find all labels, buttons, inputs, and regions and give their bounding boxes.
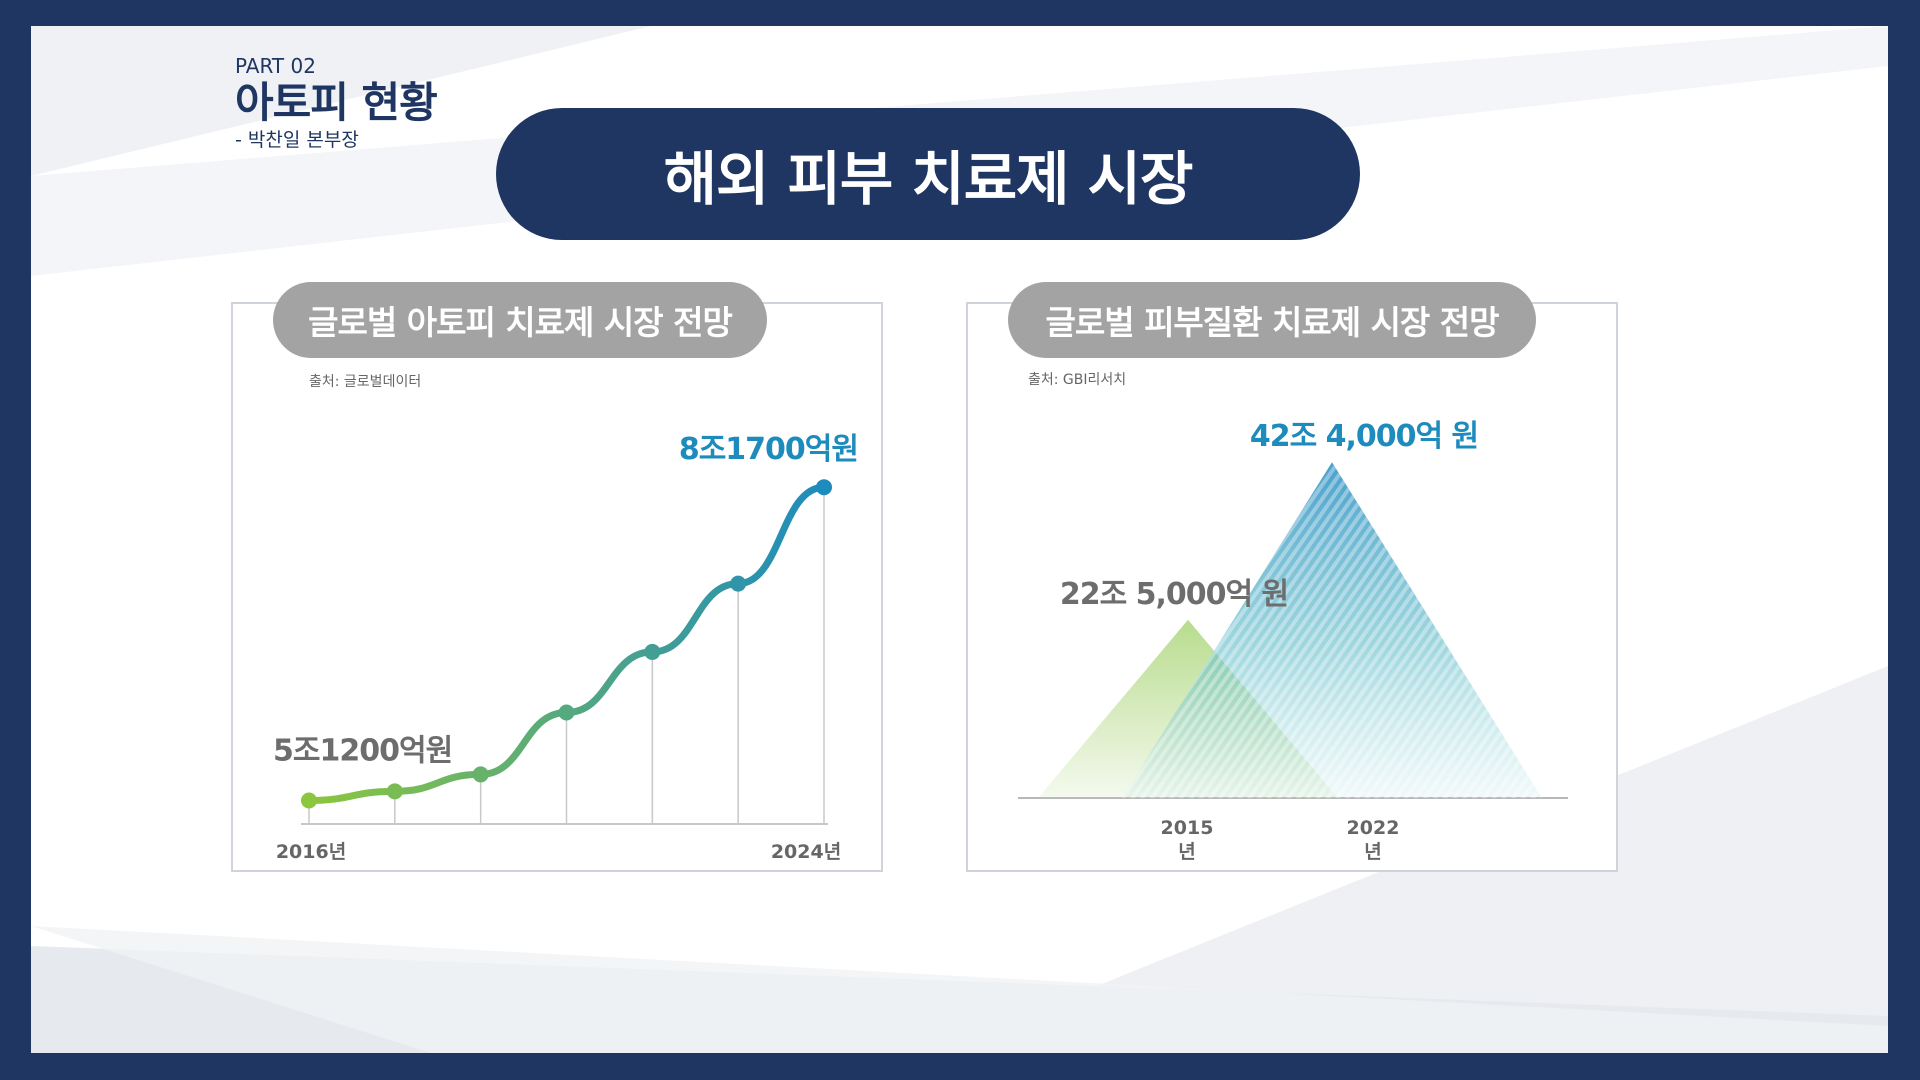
triangle-2022-stripes — [1122, 462, 1542, 798]
value-label: 22조 5,000억 원 — [1060, 577, 1288, 612]
x-tick-label: 2024년 — [771, 841, 841, 863]
x-tick-label: 2015 — [1161, 817, 1214, 839]
source-note: 출처: 글로벌데이터 — [309, 374, 421, 390]
x-tick-label: 2016년 — [276, 841, 346, 863]
data-point — [816, 479, 832, 496]
data-point — [472, 766, 489, 783]
atopy-chart-title: 글로벌 아토피 치료제 시장 전망 — [273, 282, 767, 358]
source-note: 출처: GBI리서치 — [1028, 372, 1126, 388]
main-title: 해외 피부 치료제 시장 — [496, 108, 1360, 240]
data-point — [558, 704, 575, 721]
section-title: 아토피 현황 — [235, 78, 438, 127]
value-label: 8조1700억원 — [679, 432, 858, 467]
data-point — [730, 575, 747, 592]
value-label: 42조 4,000억 원 — [1250, 419, 1478, 454]
data-point — [644, 643, 661, 660]
x-tick-label: 년 — [1178, 841, 1195, 863]
data-point — [301, 792, 317, 809]
presenter-name: - 박찬일 본부장 — [235, 129, 359, 151]
part-label: PART 02 — [235, 54, 316, 78]
value-label: 5조1200억원 — [273, 733, 452, 768]
x-tick-label: 년 — [1364, 841, 1381, 863]
atopy-line-chart: 출처: 글로벌데이터 5조1200억원 8조1700억원 2016년 2024년 — [273, 374, 859, 863]
x-tick-label: 2022 — [1347, 817, 1400, 839]
atopy-market-panel: 출처: 글로벌데이터 5조1200억원 8조1700억원 2016년 2024년 — [231, 302, 883, 872]
data-point — [386, 783, 403, 800]
skin-disease-chart-title: 글로벌 피부질환 치료제 시장 전망 — [1008, 282, 1536, 358]
header-block: PART 02 아토피 현황 - 박찬일 본부장 — [235, 54, 438, 152]
skin-disease-market-panel: 출처: GBI리서치 22조 5,000억 원 42조 4,000억 원 2015 년 2… — [966, 302, 1618, 872]
